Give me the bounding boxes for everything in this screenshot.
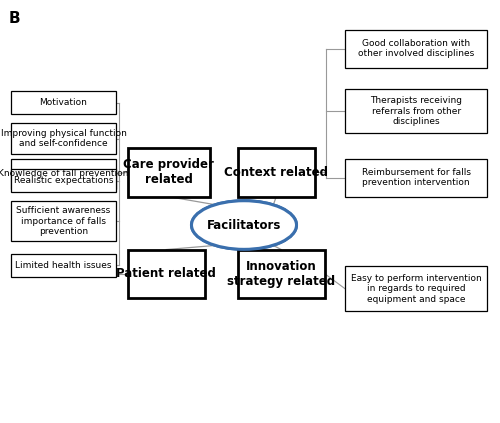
FancyBboxPatch shape (11, 123, 116, 154)
Text: Therapists receiving
referrals from other
disciplines: Therapists receiving referrals from othe… (370, 96, 462, 126)
FancyBboxPatch shape (11, 254, 116, 277)
FancyBboxPatch shape (11, 169, 116, 192)
Text: B: B (9, 11, 20, 25)
Text: Facilitators: Facilitators (207, 219, 281, 231)
FancyBboxPatch shape (128, 148, 210, 197)
FancyBboxPatch shape (11, 91, 116, 114)
Text: Sufficient awareness
importance of falls
prevention: Sufficient awareness importance of falls… (16, 206, 110, 236)
Text: Care provider
related: Care provider related (124, 158, 214, 187)
Text: Limited health issues: Limited health issues (15, 261, 112, 270)
Text: Easy to perform intervention
in regards to required
equipment and space: Easy to perform intervention in regards … (351, 274, 482, 304)
FancyBboxPatch shape (11, 201, 116, 241)
Text: Knowledge of fall prevention: Knowledge of fall prevention (0, 169, 128, 179)
Text: Motivation: Motivation (40, 98, 88, 107)
Text: Innovation
strategy related: Innovation strategy related (227, 260, 336, 288)
FancyBboxPatch shape (11, 159, 116, 189)
FancyBboxPatch shape (345, 159, 488, 197)
FancyBboxPatch shape (345, 30, 488, 68)
Text: Context related: Context related (224, 166, 328, 179)
Ellipse shape (192, 201, 296, 250)
Text: Realistic expectations: Realistic expectations (14, 176, 113, 185)
FancyBboxPatch shape (345, 266, 488, 311)
Text: Facilitators: Facilitators (207, 219, 281, 231)
FancyBboxPatch shape (238, 148, 315, 197)
Ellipse shape (192, 201, 296, 250)
Text: Improving physical function
and self-confidence: Improving physical function and self-con… (0, 129, 126, 148)
Text: Good collaboration with
other involved disciplines: Good collaboration with other involved d… (358, 39, 474, 58)
FancyBboxPatch shape (128, 250, 205, 298)
FancyBboxPatch shape (345, 89, 488, 133)
FancyBboxPatch shape (238, 250, 325, 298)
Text: Reimbursement for falls
prevention intervention: Reimbursement for falls prevention inter… (362, 168, 470, 187)
Text: Patient related: Patient related (116, 267, 216, 280)
